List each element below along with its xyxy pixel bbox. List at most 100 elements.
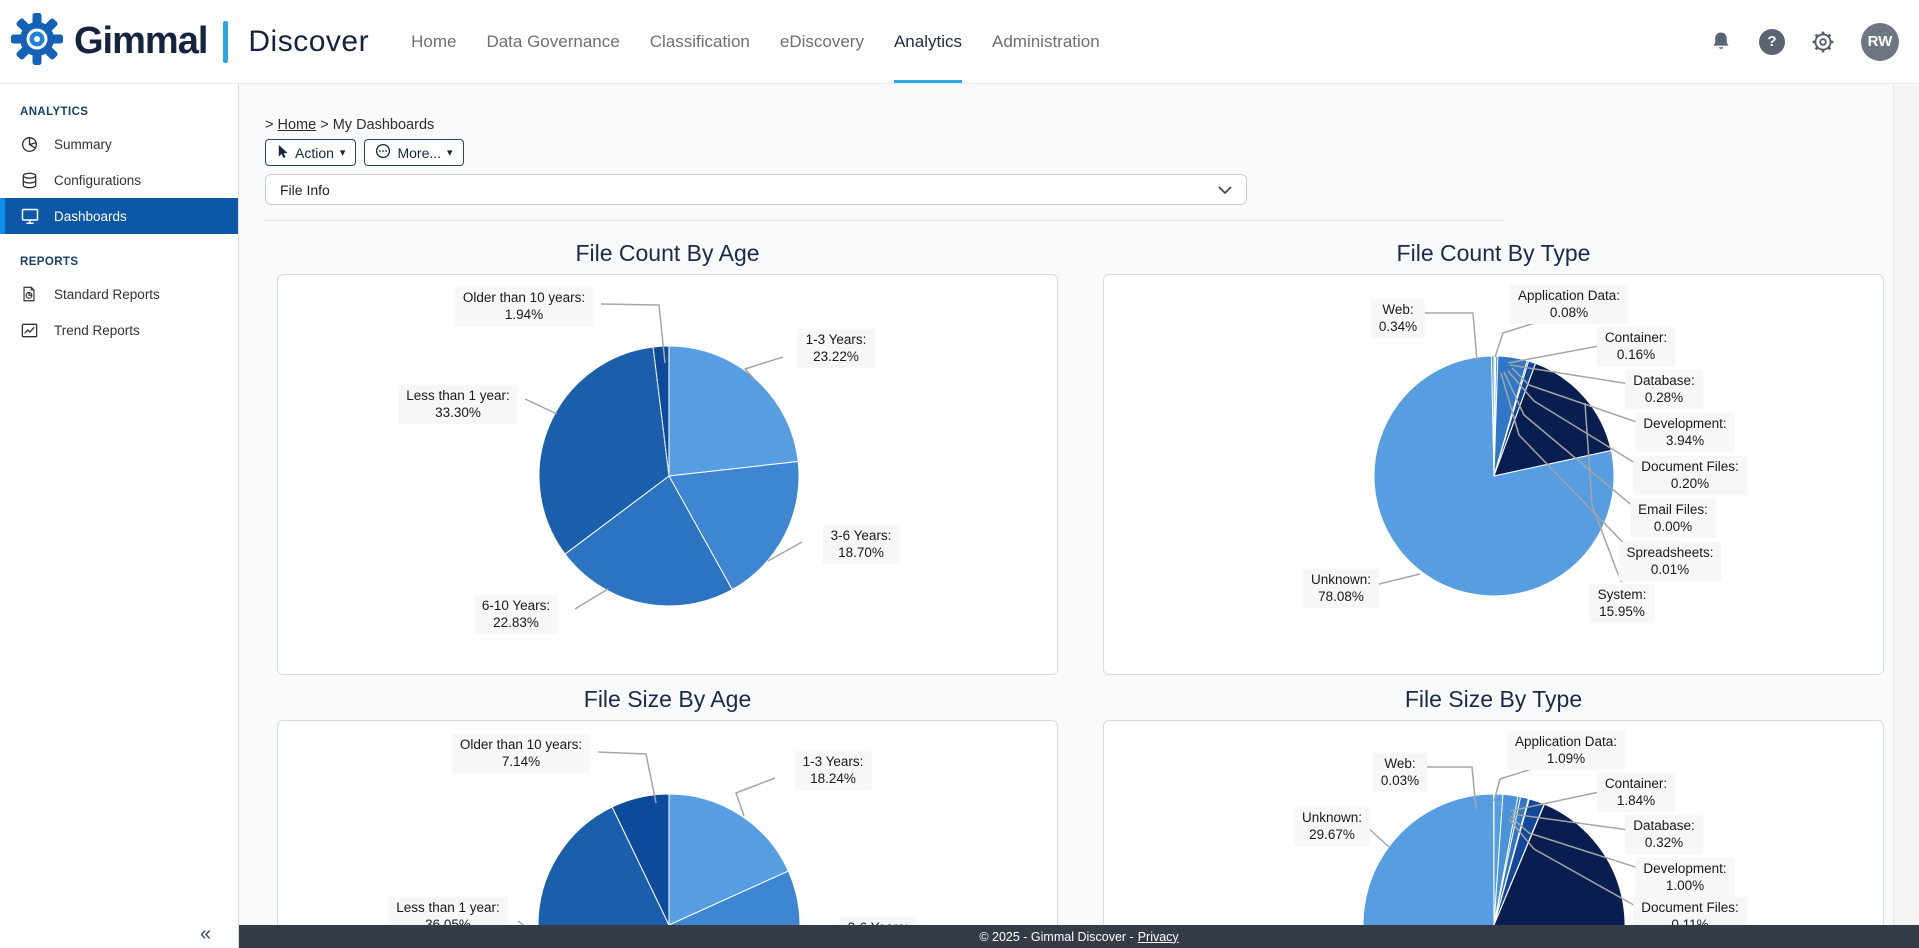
report-doc-icon	[20, 284, 40, 304]
pie-slice-older-than-10-years[interactable]	[611, 793, 670, 926]
breadcrumb-home[interactable]: Home	[277, 117, 317, 133]
pie-label-email-files: Email Files: 0.00%	[1630, 499, 1716, 538]
main-nav: Home Data Governance Classification eDiscov…	[411, 0, 1100, 83]
breadcrumb-separator: >	[316, 117, 333, 133]
pie-label-name: Container:	[1604, 776, 1668, 791]
pie-label-system: System: 15.95%	[1589, 584, 1655, 623]
privacy-link[interactable]: Privacy	[1137, 929, 1179, 944]
chevron-down-icon	[1218, 182, 1232, 198]
pie-label-1-3-years: 1-3 Years: 18.24%	[794, 751, 872, 790]
chart-card-file-count-by-type: Application Data: 0.08% Container: 0.16% Dat…	[1103, 274, 1884, 675]
help-icon[interactable]: ?	[1759, 28, 1785, 55]
pie-label-spreadsheets: Spreadsheets: 0.01%	[1618, 542, 1722, 581]
pie-label-name: Older than 10 years:	[462, 290, 586, 305]
pie-label-web: Web: 0.34%	[1370, 299, 1426, 338]
pie-slice-1-3-years[interactable]	[668, 793, 790, 926]
pie-label-unknown: Unknown: 78.08%	[1302, 569, 1380, 608]
scrollbar-track[interactable]	[1893, 85, 1919, 925]
footer: © 2025 - Gimmal Discover - Privacy	[239, 925, 1919, 948]
pie-slice-3-6-years[interactable]	[668, 460, 800, 591]
pie-label-older-than-10-years: Older than 10 years: 7.14%	[451, 734, 591, 773]
sidebar-item-label: Standard Reports	[54, 286, 160, 302]
divider	[265, 220, 1503, 221]
main-content: > Home > My Dashboards Action ▾	[239, 84, 1919, 948]
pie-label-name: Unknown:	[1310, 572, 1372, 587]
chart-title-file-count-by-type: File Count By Type	[1396, 240, 1591, 266]
callout-connector	[1427, 766, 1477, 810]
chart-card-file-size-by-age: 1-3 Years:18.24%3-6 Years:Less than 1 ye…	[277, 720, 1058, 948]
pie-label-value: 29.67%	[1309, 827, 1355, 842]
sidebar-item-summary[interactable]: Summary	[0, 126, 238, 162]
callout-connector	[1500, 372, 1637, 557]
sidebar-collapse-button[interactable]: «	[200, 923, 212, 945]
breadcrumb-my-dashboards: My Dashboards	[332, 117, 435, 133]
pie-label-value: 18.70%	[838, 545, 884, 560]
pie-chart-icon	[20, 134, 40, 154]
pie-label-1-3-years: 1-3 Years: 23.22%	[797, 329, 875, 368]
ellipsis-circle-icon	[375, 143, 391, 162]
callout-connector	[744, 356, 784, 381]
pie-label-value: 0.00%	[1653, 519, 1693, 534]
sidebar-item-standard-reports[interactable]: Standard Reports	[0, 276, 238, 312]
pie-slice-1-3-years[interactable]	[668, 345, 799, 477]
pie-label-name: Web:	[1384, 756, 1416, 771]
nav-label: Classification	[649, 31, 750, 51]
pie-svg-file-count-by-type	[1373, 312, 1655, 597]
pie-label-name: 1-3 Years:	[805, 332, 867, 347]
callout-connector	[767, 541, 803, 562]
pie-svg-file-count-by-age	[524, 303, 803, 610]
avatar[interactable]: RW	[1861, 22, 1899, 61]
footer-copyright: © 2025 - Gimmal Discover -	[979, 929, 1134, 944]
chart-card-file-size-by-type: Application Data: 1.09% Container: 1.84% Dat…	[1103, 720, 1884, 948]
nav-classification[interactable]: Classification	[650, 0, 750, 83]
pie-label-application-data: Application Data: 1.09%	[1506, 731, 1626, 770]
brand-name: Gimmal	[74, 20, 208, 62]
callout-connector	[1503, 371, 1642, 514]
pie-slice-system[interactable]	[1369, 803, 1626, 948]
pie-label-less-than-1-year: Less than 1 year: 33.30%	[398, 385, 518, 424]
gear-icon[interactable]	[1809, 28, 1837, 56]
pie-label-name: 1-3 Years:	[802, 754, 864, 769]
chart-block-file-size-by-type: File Size By Type Application Data: 1.09% C…	[1103, 686, 1884, 948]
cursor-icon	[276, 144, 289, 162]
action-button[interactable]: Action ▾	[265, 139, 357, 166]
chart-title-file-size-by-age: File Size By Age	[583, 686, 752, 712]
callout-connector	[1494, 320, 1542, 358]
nav-data-governance[interactable]: Data Governance	[486, 0, 619, 83]
product-name: Discover	[248, 24, 370, 58]
dashboard-select[interactable]: File Info	[265, 174, 1247, 205]
sidebar-item-label: Trend Reports	[54, 322, 140, 338]
pie-slice-web[interactable]	[1490, 355, 1495, 477]
pie-label-name: 3-6 Years:	[830, 528, 892, 543]
pie-label-database: Database: 0.28%	[1625, 370, 1703, 409]
nav-analytics[interactable]: Analytics	[893, 0, 962, 83]
pie-label-6-10-years: 6-10 Years: 22.83%	[473, 595, 559, 634]
pie-slice-system[interactable]	[1493, 362, 1612, 477]
nav-administration[interactable]: Administration	[992, 0, 1100, 83]
pie-label-value: 0.20%	[1670, 476, 1710, 491]
nav-ediscovery[interactable]: eDiscovery	[780, 0, 864, 83]
sidebar-item-configurations[interactable]: Configurations	[0, 162, 238, 198]
pie-label-value: 0.03%	[1380, 773, 1420, 788]
bell-icon[interactable]	[1707, 28, 1735, 56]
pie-slice-less-than-1-year[interactable]	[538, 346, 670, 555]
brand-logo[interactable]: Gimmal Discover	[10, 0, 369, 83]
callout-connector	[1509, 815, 1655, 874]
brand-divider	[223, 20, 229, 63]
pie-label-development: Development: 1.00%	[1635, 858, 1735, 897]
callout-connector	[1507, 370, 1649, 472]
pie-label-name: Development:	[1643, 416, 1727, 431]
pie-slice-6-10-years[interactable]	[564, 475, 733, 607]
pie-label-name: Application Data:	[1514, 734, 1618, 749]
pie-label-name: Development:	[1643, 861, 1727, 876]
chart-block-file-count-by-age: File Count By Age 1-3 Years: 23.22% 3-6 Yea…	[277, 240, 1058, 675]
chart-title-file-size-by-type: File Size By Type	[1404, 686, 1583, 712]
pie-label-container: Container: 0.16%	[1596, 327, 1676, 366]
more-button[interactable]: More... ▾	[364, 139, 464, 166]
sidebar-item-dashboards[interactable]: Dashboards	[0, 198, 238, 234]
slice-boundary-dashed	[652, 346, 670, 477]
nav-home[interactable]: Home	[411, 0, 456, 83]
chart-block-file-size-by-age: File Size By Age 1-3 Years:18.24%3-6 Year…	[277, 686, 1058, 948]
nav-label: Analytics	[893, 31, 962, 51]
sidebar-item-trend-reports[interactable]: Trend Reports	[0, 312, 238, 348]
